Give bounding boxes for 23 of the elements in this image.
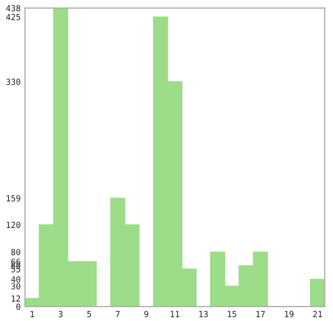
- y-tick-label: 12: [12, 295, 20, 302]
- y-tick-label: 425: [6, 14, 20, 20]
- y-tick-label: 0: [16, 304, 20, 310]
- x-tick-label: 17: [256, 311, 265, 318]
- y-tick-label: 120: [6, 222, 20, 228]
- x-tick-label: 9: [144, 310, 148, 318]
- x-tick-label: 1: [30, 311, 34, 318]
- x-tick-label: 15: [228, 311, 236, 318]
- bar: [310, 278, 325, 307]
- y-tick-label: 30: [11, 283, 20, 290]
- y-tick-label: 40: [11, 276, 20, 283]
- x-tick-label: 13: [199, 310, 208, 318]
- x-tick-label: 21: [313, 310, 322, 318]
- y-tick-label: 438: [6, 5, 20, 12]
- y-tick-label: 66: [11, 258, 20, 265]
- x-tick-label: 7: [116, 311, 120, 318]
- y-tick-label: 159: [6, 195, 20, 202]
- x-tick-label: 3: [58, 310, 63, 318]
- y-tick-label: 80: [11, 249, 20, 256]
- y-tick-label: 330: [6, 78, 20, 85]
- x-tick-label: 11: [170, 311, 180, 318]
- x-tick-label: 19: [284, 310, 294, 318]
- x-tick-label: 5: [87, 311, 92, 318]
